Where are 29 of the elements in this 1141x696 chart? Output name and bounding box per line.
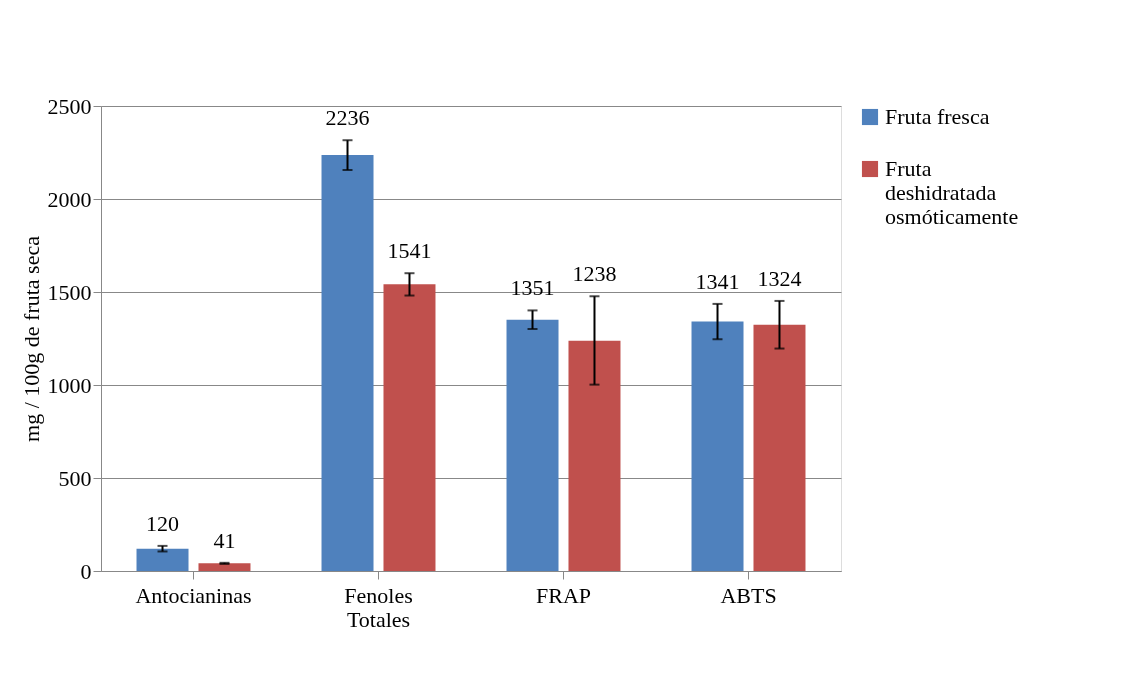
data-label: 1324 xyxy=(757,265,802,291)
x-tick-label: ABTS xyxy=(720,582,777,608)
y-tick-label: 1500 xyxy=(47,279,92,305)
bar xyxy=(568,340,621,571)
data-label: 2236 xyxy=(325,105,370,131)
data-label: 1351 xyxy=(510,275,555,301)
y-tick-label: 1000 xyxy=(47,372,92,398)
bar xyxy=(136,548,189,571)
x-tick-label: FRAP xyxy=(535,582,592,608)
y-tick-label: 2000 xyxy=(47,186,92,212)
bar xyxy=(321,155,374,571)
data-label: 1341 xyxy=(695,268,740,294)
bar xyxy=(383,284,436,571)
data-label: 1238 xyxy=(572,261,617,287)
data-label: 1541 xyxy=(387,238,432,264)
legend-label: Fruta deshidratada osmóticamente xyxy=(885,156,1019,229)
bar xyxy=(198,563,251,571)
x-tick-label: Antocianinas xyxy=(135,582,252,608)
y-tick-label: 0 xyxy=(80,558,92,584)
bar xyxy=(506,319,559,571)
y-tick-label: 500 xyxy=(58,465,92,491)
legend-label: Fruta fresca xyxy=(885,104,990,129)
bar xyxy=(753,324,806,571)
y-tick-label: 2500 xyxy=(47,93,92,119)
data-label: 41 xyxy=(213,527,236,553)
x-tick-label: Fenoles Totales xyxy=(344,582,413,632)
y-axis-title: mg / 100g de fruta seca xyxy=(18,235,44,442)
bar xyxy=(691,321,744,571)
data-label: 120 xyxy=(146,510,180,536)
